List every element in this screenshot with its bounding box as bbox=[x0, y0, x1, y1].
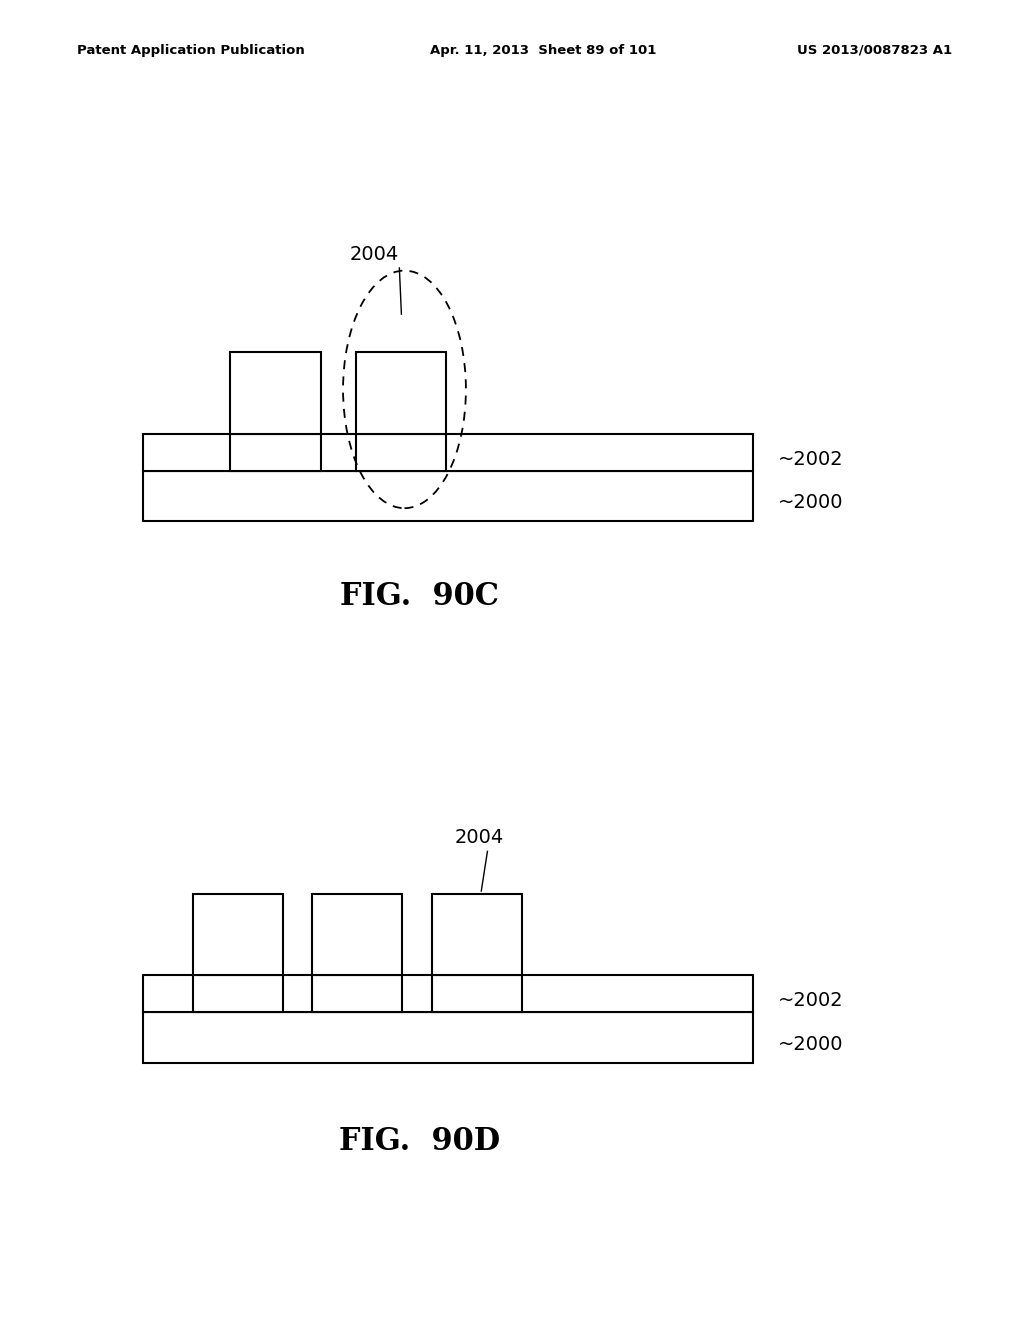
Text: 2004: 2004 bbox=[349, 246, 398, 264]
Bar bbox=[356, 352, 446, 434]
Bar bbox=[230, 434, 321, 471]
Bar bbox=[143, 471, 753, 521]
Bar bbox=[143, 1012, 753, 1063]
Bar bbox=[193, 894, 283, 975]
Bar bbox=[143, 434, 753, 471]
Text: ~2000: ~2000 bbox=[778, 1035, 844, 1053]
Text: ~2002: ~2002 bbox=[778, 991, 844, 1010]
Text: FIG.  90C: FIG. 90C bbox=[340, 581, 500, 612]
Text: ~2002: ~2002 bbox=[778, 450, 844, 469]
Text: FIG.  90D: FIG. 90D bbox=[339, 1126, 501, 1158]
Bar bbox=[312, 975, 402, 1012]
Text: Patent Application Publication: Patent Application Publication bbox=[77, 44, 304, 57]
Bar bbox=[432, 975, 522, 1012]
Bar bbox=[432, 894, 522, 975]
Text: US 2013/0087823 A1: US 2013/0087823 A1 bbox=[798, 44, 952, 57]
Bar bbox=[230, 352, 321, 434]
Bar bbox=[312, 894, 402, 975]
Text: ~2000: ~2000 bbox=[778, 494, 844, 512]
Bar bbox=[356, 434, 446, 471]
Bar bbox=[193, 975, 283, 1012]
Bar bbox=[143, 975, 753, 1012]
Text: Apr. 11, 2013  Sheet 89 of 101: Apr. 11, 2013 Sheet 89 of 101 bbox=[430, 44, 656, 57]
Text: 2004: 2004 bbox=[455, 829, 504, 847]
